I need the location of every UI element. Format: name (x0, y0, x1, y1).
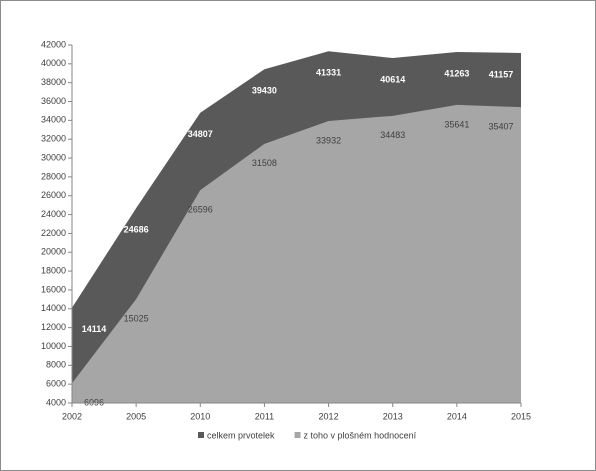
y-tick-label: 6000 (46, 379, 66, 389)
legend-label: z toho v plošném hodnocení (304, 430, 417, 440)
data-label: 33932 (316, 135, 341, 145)
y-tick-label: 36000 (41, 96, 66, 106)
area (72, 104, 521, 403)
data-label: 15025 (124, 314, 149, 324)
data-label: 41331 (316, 68, 341, 78)
y-tick-label: 10000 (41, 341, 66, 351)
y-tick-label: 22000 (41, 228, 66, 238)
x-tick-label: 2005 (126, 411, 146, 421)
data-label: 35407 (488, 121, 513, 131)
y-tick-label: 30000 (41, 152, 66, 162)
y-tick-label: 16000 (41, 284, 66, 294)
data-label: 34807 (188, 129, 213, 139)
x-tick-label: 2010 (190, 411, 210, 421)
x-tick-label: 2015 (511, 411, 531, 421)
x-tick-label: 2012 (319, 411, 339, 421)
legend-label: celkem prvotelek (207, 430, 275, 440)
data-label: 31508 (252, 158, 277, 168)
y-tick-label: 28000 (41, 171, 66, 181)
data-label: 41263 (444, 68, 469, 78)
y-tick-label: 32000 (41, 134, 66, 144)
y-tick-label: 14000 (41, 303, 66, 313)
y-tick-label: 4000 (46, 397, 66, 407)
y-tick-label: 18000 (41, 265, 66, 275)
data-label: 34483 (380, 130, 405, 140)
y-tick-label: 42000 (41, 39, 66, 49)
x-tick-label: 2002 (62, 411, 82, 421)
data-label: 41157 (489, 69, 514, 79)
data-label: 24686 (124, 224, 149, 234)
y-tick-label: 34000 (41, 115, 66, 125)
legend-swatch (198, 432, 204, 438)
data-label: 35641 (444, 119, 469, 129)
legend-swatch (294, 432, 301, 438)
y-tick-label: 8000 (46, 360, 66, 370)
data-label: 39430 (252, 86, 277, 96)
y-tick-label: 12000 (41, 322, 66, 332)
y-tick-label: 26000 (41, 190, 66, 200)
y-tick-label: 20000 (41, 247, 66, 257)
y-tick-label: 38000 (41, 77, 66, 87)
data-label: 40614 (380, 74, 405, 84)
x-tick-label: 2011 (255, 411, 274, 421)
x-tick-label: 2014 (447, 411, 467, 421)
data-label: 26596 (188, 204, 213, 214)
y-tick-label: 24000 (41, 209, 66, 219)
x-tick-label: 2013 (383, 411, 403, 421)
y-tick-label: 40000 (41, 58, 66, 68)
data-label: 14114 (82, 324, 107, 334)
